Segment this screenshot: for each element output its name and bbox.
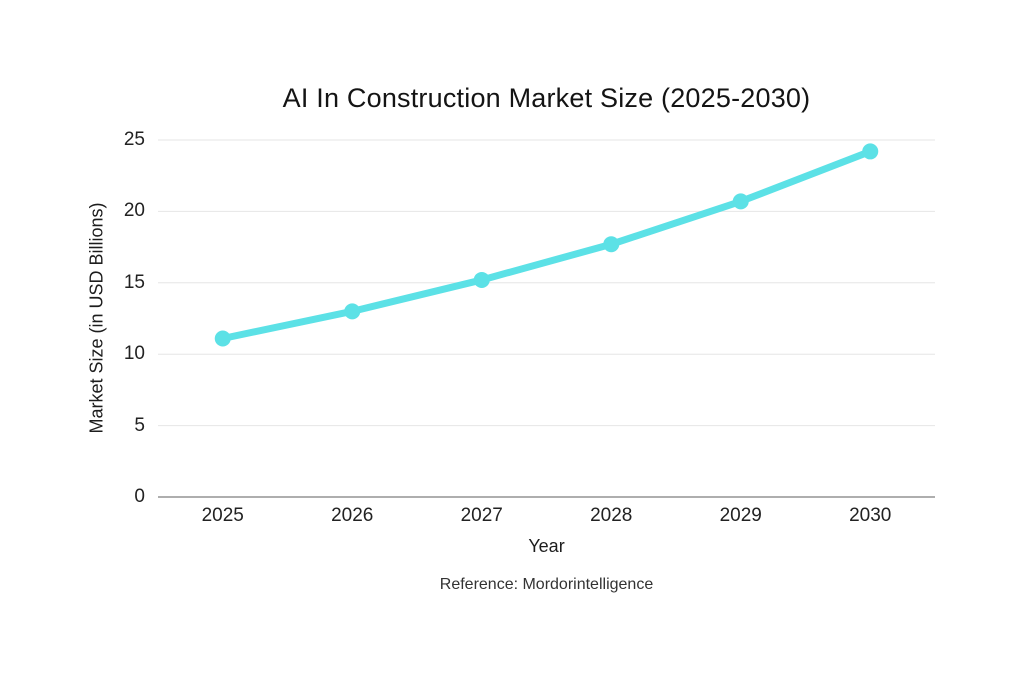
reference-note: Reference: Mordorintelligence: [439, 576, 654, 593]
data-point-marker: [862, 143, 879, 160]
data-point-marker: [214, 330, 231, 347]
data-point-marker: [473, 271, 490, 288]
x-axis-title: Year: [528, 536, 565, 556]
data-point-marker: [732, 193, 749, 210]
chart-title: AI In Construction Market Size (2025-203…: [282, 83, 811, 113]
x-tick-label: 2028: [590, 505, 633, 526]
data-point-marker: [603, 236, 620, 253]
y-tick-label: 20: [123, 200, 145, 222]
series-line: [219, 147, 874, 342]
y-axis-title: Market Size (in USD Billions): [86, 202, 107, 434]
x-tick-label: 2029: [719, 505, 762, 526]
x-tick-label: 2027: [460, 505, 503, 526]
x-tick-label: 2030: [849, 505, 892, 526]
y-tick-label: 0: [134, 486, 145, 507]
y-tick-label: 10: [123, 343, 145, 365]
y-tick-label: 5: [134, 414, 145, 436]
y-tick-label: 15: [123, 271, 145, 293]
x-tick-label: 2026: [331, 505, 374, 526]
x-tick-label: 2025: [201, 505, 244, 526]
y-tick-label: 25: [123, 129, 145, 150]
data-point-marker: [344, 303, 361, 320]
